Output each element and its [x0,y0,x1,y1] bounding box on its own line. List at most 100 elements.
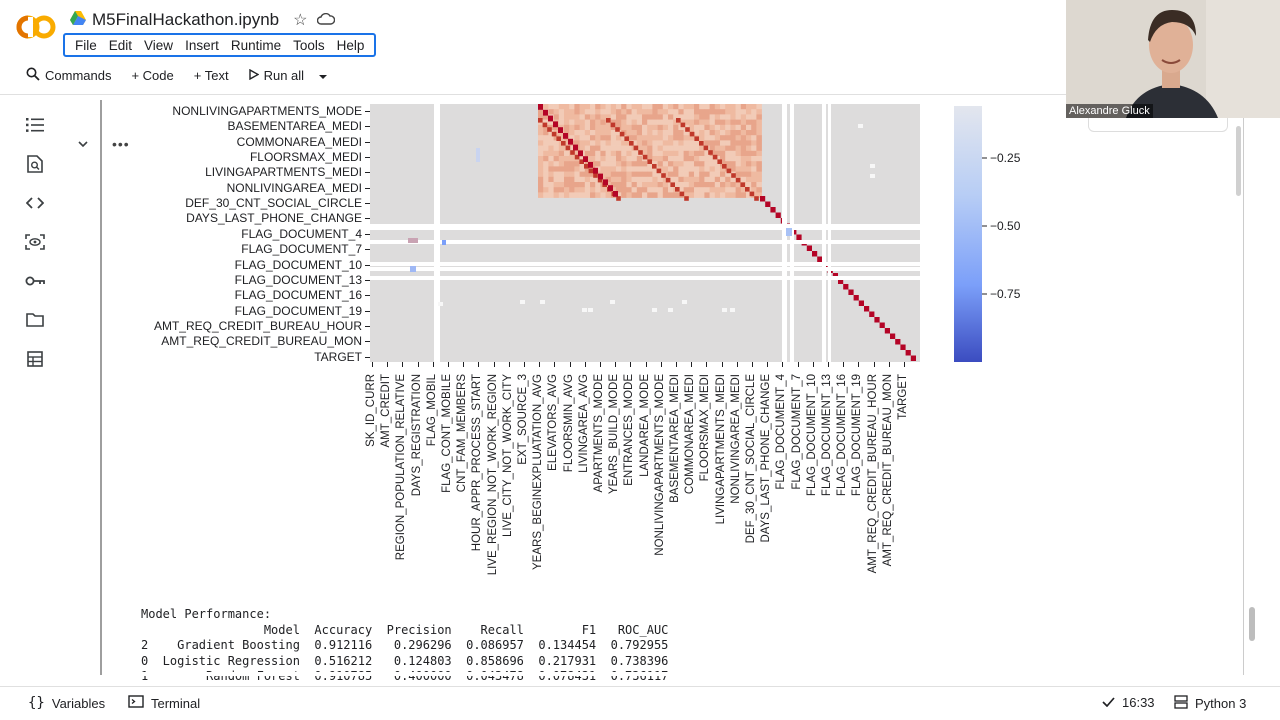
heatmap-cell [714,104,721,110]
heatmap-cell [668,171,674,178]
heatmap-cell [735,161,742,167]
heatmap-cell [631,109,638,115]
data-table-icon[interactable] [24,348,46,370]
heatmap-cell [673,171,679,178]
heatmap-cell [683,135,690,141]
table-of-contents-icon[interactable] [24,114,46,136]
menu-edit[interactable]: Edit [108,37,133,53]
heatmap-cell [725,182,731,188]
commands-button[interactable]: Commands [18,63,119,88]
heatmap-cell [714,114,721,120]
x-tick-mark [797,362,799,367]
heatmap-cell [584,124,591,131]
star-icon[interactable]: ☆ [293,12,308,29]
heatmap-cell [683,176,690,183]
output-scrollbar[interactable] [1236,126,1241,196]
heatmap-cell [735,150,742,157]
heatmap-cell [610,130,617,136]
heatmap-cell [657,119,664,126]
heatmap-cell [704,161,710,167]
heatmap-cell [558,135,565,141]
heatmap-cell [553,192,560,198]
heatmap-cell [564,124,570,131]
menu-view[interactable]: View [144,37,174,53]
terminal-button[interactable]: Terminal [128,695,200,711]
heatmap-cell [647,124,653,131]
heatmap-cell [642,140,648,146]
menu-help[interactable]: Help [336,37,365,53]
heatmap-cell [730,161,736,167]
colab-logo[interactable] [16,14,56,40]
run-all-button[interactable]: Run all [241,64,312,87]
heatmap-cell [746,130,752,136]
heatmap-cell [621,187,627,193]
play-icon [248,68,260,83]
heatmap-cell [699,166,705,172]
heatmap-cell [657,150,664,157]
files-folder-icon[interactable] [24,309,46,331]
heatmap-cell [751,130,757,136]
heatmap-cell [520,300,525,304]
x-tick-mark [752,362,753,367]
x-tick-label: LIVINGAPARTMENTS_MEDI [714,374,727,525]
run-all-dropdown[interactable] [316,64,330,87]
heatmap-cell [725,176,731,183]
heatmap-cell [673,135,679,141]
heatmap-cell [730,119,736,126]
heatmap-diagonal-cell [770,207,776,213]
x-tick-label: FLAG_DOCUMENT_19 [851,374,864,497]
heatmap-cell [678,156,684,162]
heatmap-cell [564,114,570,120]
heatmap-cell [590,114,596,120]
heatmap-cell [538,145,544,152]
heatmap-cell [548,119,554,126]
add-text-button[interactable]: + Text [193,67,229,83]
heatmap-cell [746,161,752,167]
heatmap-cell [709,156,716,162]
notebook-title[interactable]: M5FinalHackathon.ipynb [92,10,280,29]
heatmap-cell [558,145,565,152]
heatmap-cell [756,104,762,110]
heatmap-cell [553,182,560,188]
secrets-key-icon[interactable] [24,270,46,292]
cloud-icon[interactable] [317,10,336,30]
variables-button[interactable]: {} Variables [28,695,106,711]
x-tick-mark [417,362,419,367]
heatmap-diagonal-cell [624,136,629,141]
find-icon[interactable] [24,153,46,175]
runtime-status[interactable]: Python 3 [1174,695,1246,712]
heatmap-cell [714,176,721,183]
execution-status[interactable]: 16:33 [1102,695,1155,710]
heatmap-cell [590,156,596,162]
heatmap-diagonal-cell [574,154,580,160]
x-tick-mark [706,362,708,367]
heatmap-cell [662,187,669,193]
variables-inspector-icon[interactable] [24,231,46,253]
heatmap-diagonal-cell [676,118,681,123]
heatmap-cell [569,114,575,120]
add-code-button[interactable]: + Code [131,67,174,83]
heatmap-cell [595,156,601,162]
heatmap-cell [631,114,638,120]
heatmap-cell [709,161,716,167]
menu-tools[interactable]: Tools [293,37,325,53]
output-menu-icon[interactable]: ••• [112,136,130,152]
heatmap-cell [714,140,721,146]
heatmap-cell [740,176,747,183]
code-snippets-icon[interactable] [24,192,46,214]
heatmap-cell [548,192,554,198]
page-scrollbar[interactable] [1249,607,1255,641]
heatmap-cell [647,145,653,152]
x-tick-label: YEARS_BEGINEXPLUATATION_AVG [532,374,545,570]
heatmap-diagonal-cell [684,196,689,201]
heatmap-cell [636,171,643,178]
heatmap-cell [548,104,554,110]
menu-file[interactable]: File [75,37,97,53]
menu-runtime[interactable]: Runtime [230,37,282,53]
menu-insert[interactable]: Insert [185,37,219,53]
collapse-chevron-icon[interactable] [76,137,90,151]
heatmap-cell [688,150,695,157]
heatmap-cell [626,114,632,120]
heatmap-cell [694,145,700,152]
heatmap-cell [595,161,601,167]
